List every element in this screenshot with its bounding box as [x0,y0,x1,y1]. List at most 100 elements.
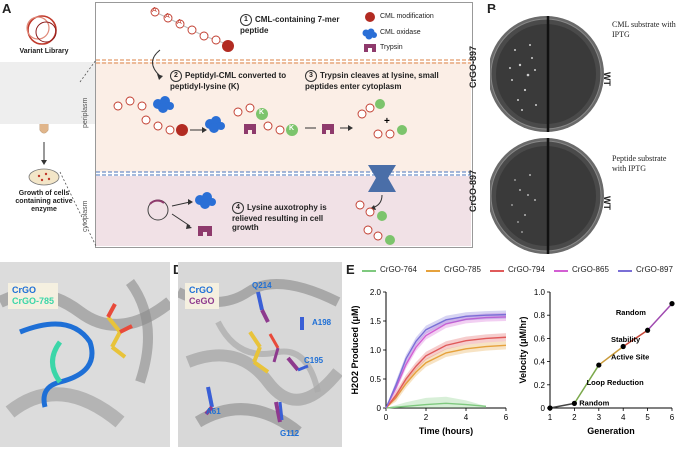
residue-label-2: A [165,13,170,20]
h2o2-chart: 0 0.5 1.0 1.5 2.0 0 2 4 6 Time (hours) H2O2 Produc… [350,288,509,436]
x-tick-label: 6 [504,413,509,422]
peptide-with-oxidase [113,96,188,136]
x-tick-label: 6 [670,413,675,422]
legend-swatch-785 [426,270,440,272]
legend-swatch-897 [618,270,632,272]
x-axis-title: Generation [587,426,635,436]
residue-a61: A61 [206,407,221,416]
y-tick-label: 1.5 [370,317,382,326]
x-tick-label: 5 [645,413,650,422]
step-2-number: 2 [170,70,182,82]
velocity-annotation: Loop Reduction [587,378,644,387]
y-tick-label: 1.0 [534,288,546,297]
y-axis-title: H2O2 Produced (μM) [350,305,360,394]
velocity-annotation: Active Site [611,352,649,361]
series-865-band [386,312,506,408]
cytoplasm-peptides [355,200,395,245]
plate-bottom-caption: Peptide substrate with IPTG [612,154,667,173]
series-794-line [385,336,507,409]
lysine-label-1: K [259,109,265,116]
step-4-number: 4 [232,202,244,214]
velocity-point [669,301,675,307]
x-tick-label: 0 [384,413,389,422]
crgo785-label-c: CrGO-785 [12,296,55,306]
velocity-segment [598,345,624,366]
structure-c-legend: CrGO CrGO-785 [8,283,59,309]
ligand-sticks-c [106,303,133,359]
legend-label-794: CrGO-794 [508,265,545,274]
y-tick-label: 0.5 [370,375,382,384]
wt-label-bottom: WT [602,196,612,210]
step-2-text: 2 Peptidyl-CML converted to peptidyl-lysi… [170,70,290,91]
y-tick-label: 0.2 [534,381,546,390]
oxidase-enzyme [205,116,225,133]
x-tick-label: 1 [548,413,553,422]
plate-top [490,16,604,132]
residue-q214: Q214 [252,281,272,290]
legend-label-897: CrGO-897 [636,265,673,274]
periplasm-label: periplasm [82,97,89,128]
residue-c195: C195 [304,356,324,365]
cml-legend-icon [365,12,375,22]
step-2-label: Peptidyl-CML converted to peptidyl-lysin… [170,71,287,91]
legend-label-785: CrGO-785 [444,265,481,274]
peptide-chain-1 [150,7,234,52]
velocity-annotation: Random [579,399,609,408]
wt-label-top: WT [602,72,612,86]
y-tick-label: 0.4 [534,358,546,367]
series-794-band [386,333,506,408]
step-1-label: CML-containing 7-mer peptide [240,15,340,35]
periplasm-region [96,62,471,172]
x-tick-label: 3 [597,413,602,422]
step-3-text: 3 Trypsin cleaves at lysine, small peptid… [305,70,467,91]
cego-label-d: CeGO [189,296,215,306]
trypsin-legend-icon [364,44,376,52]
cytoplasm-trypsin [198,226,212,236]
velocity-segment [647,303,673,331]
residue-a198: A198 [312,318,332,327]
series-897-line [385,313,507,409]
plate-top-caption: CML substrate with IPTG [612,20,676,39]
structure-c [0,262,170,447]
panel-label-b: B [487,1,497,16]
step-1-text: 1 CML-containing 7-mer peptide [240,14,360,35]
velocity-point [645,327,651,333]
legend-swatch-794 [490,270,504,272]
panel-label-d: D [173,262,183,277]
peptide-lysine [233,103,298,136]
panel-label-e: E [346,262,355,277]
e-legend: CrGO-764 CrGO-785 CrGO-794 CrGO-865 CrGO… [362,265,680,277]
legend-label-865: CrGO-865 [572,265,609,274]
velocity-point [571,400,577,406]
petri-dish-icon [28,168,60,186]
residue-label-1: A [152,7,157,14]
y-tick-label: 0.8 [534,311,546,320]
lysine-label-2: K [289,125,295,132]
velocity-point [596,362,602,368]
x-axis-title: Time (hours) [419,426,473,436]
variant-library-label: Variant Library [19,48,69,55]
series-865-line [385,316,507,409]
cleaved-peptides: + [357,99,407,139]
cytoplasm-label: cytoplasm [82,200,89,232]
step-1-number: 1 [240,14,252,26]
step-3-number: 3 [305,70,317,82]
legend-cml: CML modification [380,13,434,20]
velocity-chart: 0 0.2 0.4 0.6 0.8 1.0 1 2 3 4 5 6 Generation Velocity… [518,288,675,436]
step-4-text: 4 Lysine auxotrophy is relieved resulting… [232,202,350,232]
plate-photos [490,10,605,255]
strain-label-top: CrGO-897 [468,45,478,88]
velocity-annotation: Stability [611,335,641,344]
ligand-sticks-d [204,291,309,423]
oxidase-legend-icon [362,28,377,40]
library-band [0,62,95,124]
series-785-line [385,344,507,409]
series-785-band [386,341,506,408]
velocity-point [620,343,626,350]
crgo-label-c: CrGO [12,285,37,295]
y-tick-label: 2.0 [370,288,382,297]
velocity-segment [549,402,575,409]
step-3-label: Trypsin cleaves at lysine, small peptide… [305,71,439,91]
step-4-label: Lysine auxotrophy is relieved resulting … [232,203,327,232]
x-tick-label: 4 [464,413,469,422]
